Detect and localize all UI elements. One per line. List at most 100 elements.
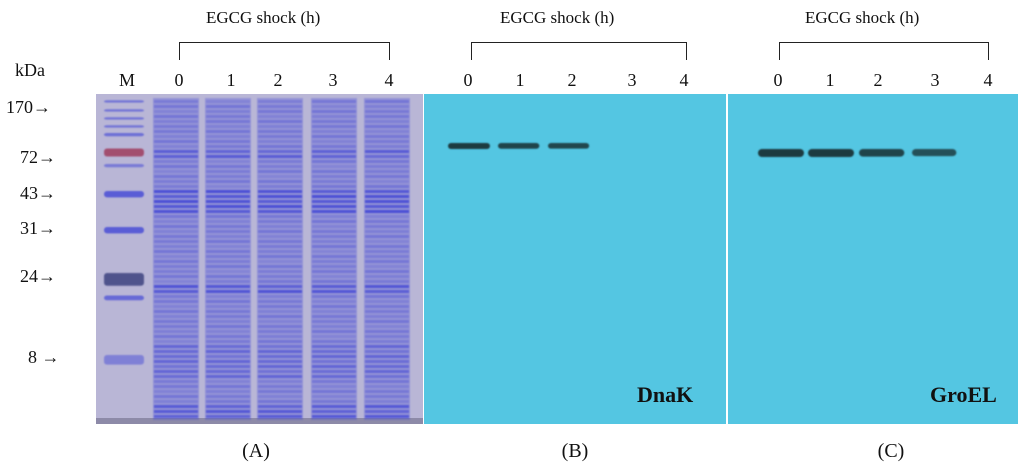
gel-protein-band: [258, 360, 302, 363]
panel-a-bracket: [179, 42, 390, 60]
gel-protein-band: [154, 175, 198, 178]
marker-72: 72→: [20, 147, 56, 168]
kda-unit-label: kDa: [15, 60, 45, 80]
gel-protein-band: [312, 275, 356, 278]
gel-protein-band: [206, 275, 250, 278]
gel-protein-band: [206, 285, 250, 288]
gel-protein-band: [312, 115, 356, 118]
gel-protein-band: [365, 305, 409, 308]
gel-protein-band: [258, 370, 302, 373]
gel-protein-band: [365, 390, 409, 393]
gel-protein-band: [206, 190, 250, 193]
gel-protein-band: [365, 300, 409, 303]
gel-protein-band: [258, 250, 302, 253]
gel-protein-band: [312, 380, 356, 383]
gel-protein-band: [365, 280, 409, 283]
gel-protein-band: [154, 370, 198, 373]
gel-protein-band: [365, 260, 409, 263]
gel-protein-band: [154, 410, 198, 413]
gel-protein-band: [365, 250, 409, 253]
gel-protein-band: [258, 100, 302, 103]
blot-band: [859, 149, 905, 157]
gel-protein-band: [154, 205, 198, 208]
gel-protein-band: [206, 120, 250, 123]
gel-protein-band: [258, 150, 302, 153]
gel-protein-band: [312, 205, 356, 208]
gel-protein-band: [154, 300, 198, 303]
panel-c-bracket: [779, 42, 989, 60]
gel-protein-band: [154, 270, 198, 273]
gel-protein-band: [312, 160, 356, 163]
gel-protein-band: [154, 190, 198, 193]
gel-protein-band: [154, 350, 198, 353]
gel-protein-band: [154, 170, 198, 173]
gel-protein-band: [365, 220, 409, 223]
gel-protein-band: [206, 340, 250, 343]
panel-b-lane-3: 3: [627, 70, 637, 90]
gel-protein-band: [312, 315, 356, 318]
gel-protein-band: [365, 105, 409, 108]
panel-b-lane-1: 1: [515, 70, 525, 90]
gel-protein-band: [258, 270, 302, 273]
gel-protein-band: [154, 380, 198, 383]
panel-a-lane-1: 1: [226, 70, 236, 90]
panel-b-lane-2: 2: [567, 70, 577, 90]
gel-protein-band: [154, 120, 198, 123]
marker-31: 31→: [20, 218, 56, 239]
gel-protein-band: [365, 170, 409, 173]
gel-protein-band: [365, 100, 409, 103]
gel-protein-band: [206, 105, 250, 108]
gel-protein-band: [206, 240, 250, 243]
gel-protein-band: [312, 200, 356, 203]
panel-c-lane-3: 3: [930, 70, 940, 90]
gel-protein-band: [312, 295, 356, 298]
gel-protein-band: [365, 415, 409, 418]
gel-protein-band: [154, 145, 198, 148]
gel-protein-band: [206, 390, 250, 393]
gel-protein-band: [365, 265, 409, 268]
gel-protein-band: [312, 190, 356, 193]
gel-bottom-edge: [96, 418, 423, 424]
gel-protein-band: [206, 220, 250, 223]
gel-protein-band: [365, 395, 409, 398]
gel-protein-band: [154, 405, 198, 408]
gel-protein-band: [312, 210, 356, 213]
gel-protein-band: [154, 225, 198, 228]
blot-band: [498, 143, 540, 149]
gel-protein-band: [365, 110, 409, 113]
marker-24: 24→: [20, 266, 56, 287]
gel-protein-band: [365, 115, 409, 118]
gel-protein-band: [258, 185, 302, 188]
gel-protein-band: [312, 335, 356, 338]
gel-protein-band: [154, 135, 198, 138]
gel-protein-band: [258, 145, 302, 148]
gel-protein-band: [365, 255, 409, 258]
gel-protein-band: [206, 280, 250, 283]
gel-protein-band: [258, 380, 302, 383]
marker-ladder-band: [104, 117, 144, 120]
gel-protein-band: [365, 385, 409, 388]
gel-protein-band: [206, 380, 250, 383]
gel-protein-band: [154, 140, 198, 143]
gel-protein-band: [154, 255, 198, 258]
gel-protein-band: [154, 375, 198, 378]
gel-protein-band: [206, 270, 250, 273]
gel-protein-band: [312, 385, 356, 388]
gel-protein-band: [206, 385, 250, 388]
gel-protein-band: [258, 310, 302, 313]
gel-protein-band: [206, 135, 250, 138]
gel-protein-band: [312, 180, 356, 183]
gel-protein-band: [312, 370, 356, 373]
gel-protein-band: [258, 340, 302, 343]
gel-protein-band: [206, 140, 250, 143]
gel-protein-band: [154, 285, 198, 288]
gel-protein-band: [312, 105, 356, 108]
marker-value: 72: [20, 147, 38, 167]
gel-protein-band: [154, 125, 198, 128]
gel-protein-band: [312, 135, 356, 138]
gel-protein-band: [154, 210, 198, 213]
gel-protein-band: [312, 285, 356, 288]
gel-protein-band: [206, 300, 250, 303]
gel-protein-band: [154, 150, 198, 153]
